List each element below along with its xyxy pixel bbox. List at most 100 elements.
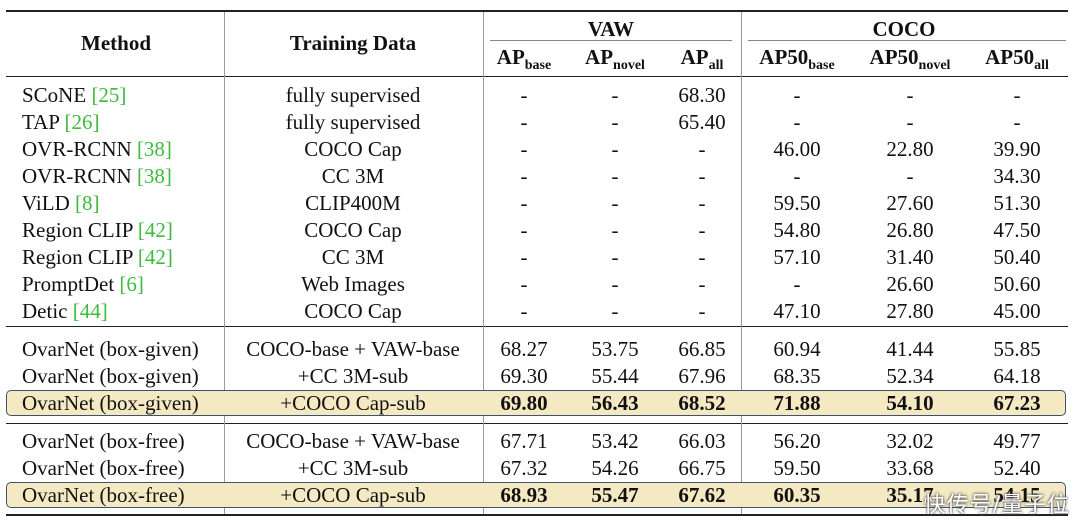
row-method: SCoNE [25] <box>22 82 126 108</box>
row-value-cell: - <box>1013 83 1021 107</box>
row-value-cell: - <box>698 218 706 242</box>
citation-link[interactable]: [25] <box>91 83 127 107</box>
divider-data <box>483 12 484 514</box>
row-training-data: fully supervised <box>285 110 421 134</box>
method-name: OVR-RCNN <box>22 164 132 188</box>
row-value-cell: - <box>520 272 528 296</box>
header-vaw-ap-base: APbase <box>496 45 552 73</box>
citation-link[interactable]: [8] <box>74 191 100 215</box>
row-value-cell: - <box>611 83 619 107</box>
row-value-cell: - <box>906 110 914 134</box>
row-value-cell: - <box>793 83 801 107</box>
row-value-cell: 35.17 <box>886 483 934 507</box>
header-vaw-ap-novel: APnovel <box>585 45 645 73</box>
row-value-cell: 67.23 <box>993 391 1041 415</box>
citation-link[interactable]: [6] <box>119 272 144 296</box>
row-value-cell: 67.32 <box>500 456 548 480</box>
header-coco-ap50-all: AP50all <box>985 45 1049 73</box>
row-value-cell: - <box>698 137 706 161</box>
citation-link[interactable]: [42] <box>137 218 173 242</box>
row-value-cell: 54.80 <box>773 218 821 242</box>
row-value-cell: 53.42 <box>591 429 639 453</box>
method-name: OvarNet (box-given) <box>22 337 199 361</box>
row-method: Detic [44] <box>22 298 108 324</box>
row-value-cell: - <box>520 245 528 269</box>
row-value-cell: 47.10 <box>773 299 821 323</box>
row-value-cell: 66.85 <box>678 337 726 361</box>
row-method: OvarNet (box-given) <box>22 363 199 389</box>
method-name: SCoNE <box>22 83 87 107</box>
row-value-cell: 68.52 <box>678 391 726 415</box>
row-value-cell: 53.75 <box>591 337 639 361</box>
row-value-cell: - <box>1013 110 1021 134</box>
row-value-cell: 60.94 <box>773 337 821 361</box>
header-rule <box>6 76 1068 78</box>
row-value-cell: - <box>793 164 801 188</box>
top-rule <box>6 10 1068 12</box>
method-name: ViLD <box>22 191 70 215</box>
row-value-cell: 26.60 <box>886 272 934 296</box>
row-training-data: CC 3M <box>321 245 385 269</box>
header-method: Method <box>81 31 151 55</box>
section-rule-1 <box>6 326 1068 328</box>
method-name: OvarNet (box-free) <box>22 483 185 507</box>
row-method: PromptDet [6] <box>22 271 144 297</box>
citation-link[interactable]: [38] <box>136 164 172 188</box>
row-value-cell: 57.10 <box>773 245 821 269</box>
row-training-data: COCO Cap <box>304 218 402 242</box>
row-value-cell: 49.77 <box>993 429 1041 453</box>
row-training-data: +CC 3M-sub <box>297 364 409 388</box>
row-value-cell: 69.80 <box>500 391 548 415</box>
row-training-data: CC 3M <box>321 164 385 188</box>
row-value-cell: 67.96 <box>678 364 726 388</box>
row-value-cell: - <box>611 164 619 188</box>
row-value-cell: 59.50 <box>773 456 821 480</box>
row-value-cell: 51.30 <box>993 191 1041 215</box>
highlight-row-box <box>6 390 1066 416</box>
row-training-data: COCO Cap <box>304 137 402 161</box>
row-method: Region CLIP [42] <box>22 217 173 243</box>
row-value-cell: 68.35 <box>773 364 821 388</box>
row-value-cell: - <box>698 299 706 323</box>
row-value-cell: 50.40 <box>993 245 1041 269</box>
method-name: TAP <box>22 110 60 134</box>
row-value-cell: 26.80 <box>886 218 934 242</box>
row-value-cell: 55.85 <box>993 337 1041 361</box>
row-value-cell: 54.26 <box>591 456 639 480</box>
row-value-cell: - <box>520 137 528 161</box>
citation-link[interactable]: [42] <box>137 245 173 269</box>
method-name: OvarNet (box-free) <box>22 456 185 480</box>
divider-method <box>224 12 225 514</box>
row-value-cell: 39.90 <box>993 137 1041 161</box>
row-value-cell: 31.40 <box>886 245 934 269</box>
row-value-cell: 71.88 <box>773 391 821 415</box>
citation-link[interactable]: [38] <box>136 137 172 161</box>
row-method: Region CLIP [42] <box>22 244 173 270</box>
row-value-cell: 66.75 <box>678 456 726 480</box>
row-value-cell: 46.00 <box>773 137 821 161</box>
row-value-cell: 60.35 <box>773 483 821 507</box>
row-method: ViLD [8] <box>22 190 99 216</box>
row-value-cell: 68.93 <box>500 483 548 507</box>
row-value-cell: - <box>611 299 619 323</box>
row-training-data: +CC 3M-sub <box>297 456 409 480</box>
row-value-cell: - <box>793 110 801 134</box>
row-value-cell: 67.62 <box>678 483 726 507</box>
header-coco-group: COCO <box>872 17 936 41</box>
row-value-cell: - <box>906 83 914 107</box>
row-value-cell: 27.80 <box>886 299 934 323</box>
citation-link[interactable]: [26] <box>64 110 100 134</box>
row-value-cell: - <box>906 164 914 188</box>
row-value-cell: 34.30 <box>993 164 1041 188</box>
row-value-cell: - <box>520 191 528 215</box>
row-method: OvarNet (box-given) <box>22 390 199 416</box>
row-value-cell: - <box>520 218 528 242</box>
row-value-cell: 54.10 <box>886 391 934 415</box>
header-vaw-group: VAW <box>587 17 635 41</box>
citation-link[interactable]: [44] <box>72 299 108 323</box>
row-method: OVR-RCNN [38] <box>22 163 172 189</box>
row-value-cell: - <box>520 110 528 134</box>
row-value-cell: - <box>611 218 619 242</box>
method-name: Region CLIP <box>22 218 133 242</box>
